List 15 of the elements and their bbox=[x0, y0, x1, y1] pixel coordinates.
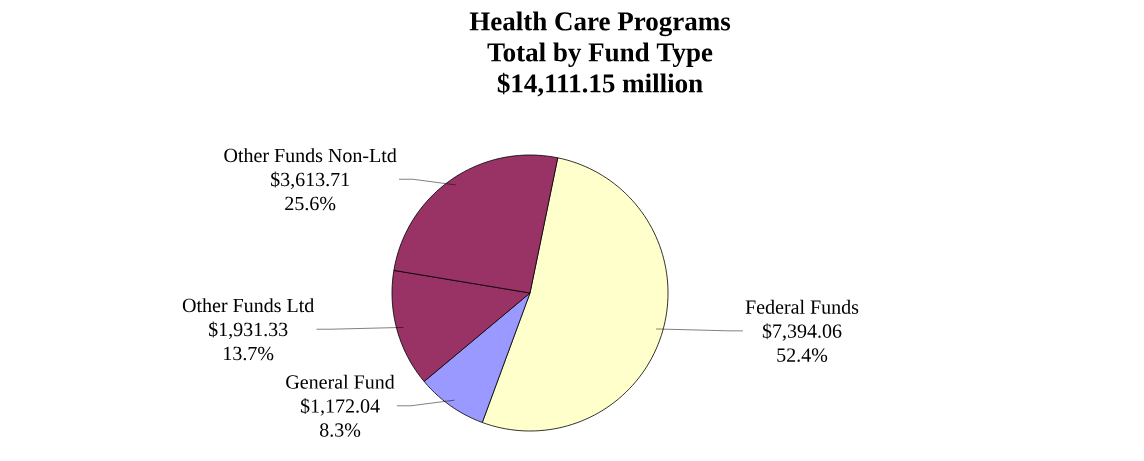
slice-label: Other Funds Non-Ltd bbox=[224, 148, 397, 163]
text: 13.7% bbox=[224, 346, 274, 361]
slice-label: General Fund bbox=[286, 374, 395, 389]
chart-subtitle: Total by Fund Type bbox=[487, 42, 713, 68]
text: 25.6% bbox=[285, 196, 336, 211]
text: $7,394.06 bbox=[762, 323, 842, 341]
slice-label: Federal Funds bbox=[745, 299, 859, 314]
slice-label: Other Funds Ltd bbox=[182, 298, 315, 313]
text: 8.3% bbox=[319, 423, 361, 437]
text: $3,613.71 bbox=[271, 171, 349, 190]
chart-title: Health Care Programs bbox=[469, 11, 731, 37]
text: $1,172.04 bbox=[300, 398, 380, 416]
text: 52.4% bbox=[777, 348, 828, 362]
text: $14,111.15 million bbox=[497, 72, 703, 97]
text: $1,931.33 bbox=[209, 321, 288, 340]
